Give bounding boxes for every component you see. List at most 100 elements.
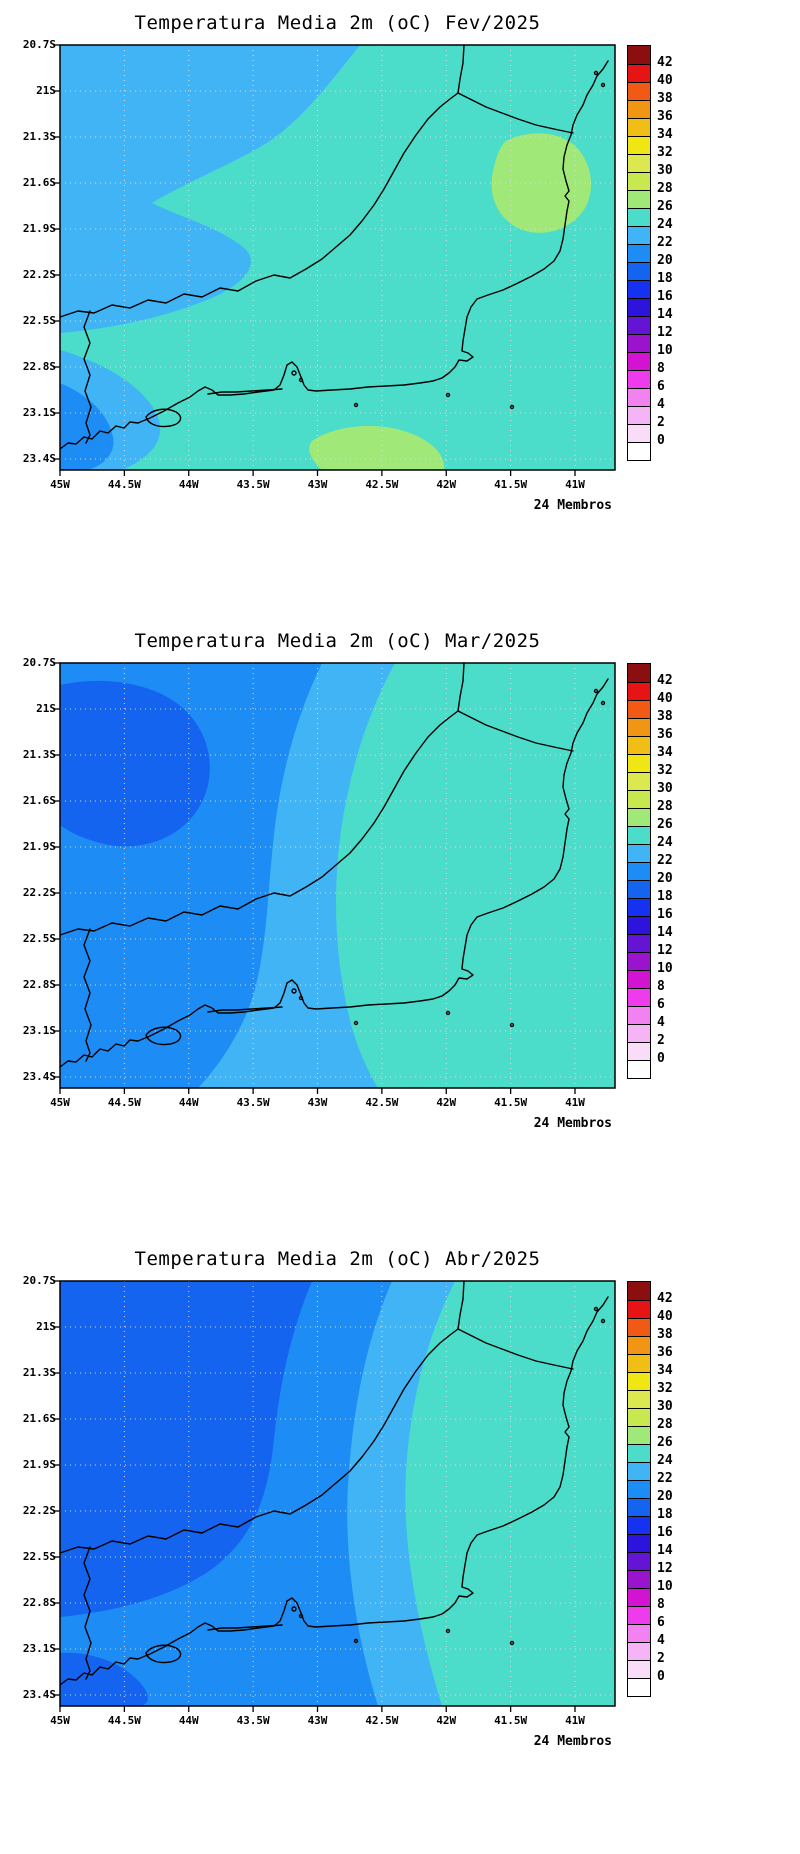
colorbar-tick-label: 32 [657,763,673,778]
colorbar-segment [628,262,650,280]
colorbar-tick-label: 12 [657,325,673,340]
small-island [298,377,304,383]
colorbar-tick-label: 24 [657,835,673,850]
lat-tick-label: 21S [36,702,56,715]
lat-tick-label: 21.9S [22,222,56,235]
panel-fev-2025: Temperatura Media 2m (oC) Fev/2025 24 Me… [0,0,800,618]
coastline-path [59,60,609,450]
colorbar-segment [628,100,650,118]
colorbar-segment [628,1006,650,1024]
lon-tick-label: 42.5W [365,478,399,491]
small-island [509,404,515,410]
lon-tick-label: 44.5W [107,1096,141,1109]
lat-tick-label: 23.1S [22,1642,56,1655]
colorbar-tick-label: 42 [657,1291,673,1306]
lat-tick-label: 23.4S [22,1070,56,1083]
colorbar-segment [628,172,650,190]
lat-tick-label: 21.3S [22,1366,56,1379]
colorbar [627,45,651,461]
colorbar-tick-label: 8 [657,979,665,994]
colorbar-segment [628,370,650,388]
small-island [445,1010,451,1016]
colorbar-segment [628,1426,650,1444]
small-island [291,988,297,994]
colorbar-segment [628,406,650,424]
colorbar-segment [628,988,650,1006]
colorbar-segment [628,1678,650,1696]
lat-tick-label: 20.7S [22,38,56,51]
colorbar-segment [628,736,650,754]
colorbar-tick-label: 4 [657,1015,665,1030]
colorbar-segment [628,1498,650,1516]
colorbar-segment [628,1462,650,1480]
small-island [509,1640,515,1646]
colorbar-tick-label: 22 [657,235,673,250]
colorbar-segment [628,1606,650,1624]
colorbar-tick-label: 24 [657,217,673,232]
colorbar-segment [628,1372,650,1390]
colorbar-segment [628,826,650,844]
lon-tick-label: 44W [178,1096,199,1109]
colorbar-segment [628,682,650,700]
colorbar-tick-label: 2 [657,415,665,430]
colorbar-segment [628,64,650,82]
colorbar-tick-label: 26 [657,817,673,832]
colorbar-segment [628,316,650,334]
state-border-path [83,928,92,1062]
lat-tick-label: 22.2S [22,268,56,281]
colorbar-tick-label: 36 [657,727,673,742]
state-border-path [83,1546,92,1680]
coastline-and-borders [59,1280,609,1686]
colorbar-tick-label: 22 [657,853,673,868]
colorbar-tick-label: 36 [657,1345,673,1360]
lon-tick-label: 43W [307,1714,328,1727]
lat-tick-label: 21.6S [22,1412,56,1425]
small-island [600,1318,606,1324]
colorbar-tick-label: 34 [657,745,673,760]
colorbar-tick-label: 6 [657,997,665,1012]
lon-tick-label: 43W [307,478,328,491]
colorbar-tick-label: 14 [657,1543,673,1558]
colorbar-tick-label: 18 [657,271,673,286]
lat-tick-label: 22.5S [22,1550,56,1563]
colorbar-segment [628,754,650,772]
state-border-path [457,662,465,712]
colorbar-tick-label: 24 [657,1453,673,1468]
colorbar-tick-label: 4 [657,1633,665,1648]
members-label: 24 Membros [533,1116,612,1131]
lon-tick-label: 42.5W [365,1714,399,1727]
map-frame [59,662,616,1089]
colorbar-segment [628,718,650,736]
lat-tick-label: 21.6S [22,794,56,807]
colorbar-tick-label: 10 [657,343,673,358]
colorbar-segment [628,1060,650,1078]
colorbar-tick-label: 32 [657,145,673,160]
lon-tick-label: 43W [307,1096,328,1109]
colorbar-segment [628,1570,650,1588]
colorbar-segment [628,136,650,154]
colorbar-segment [628,700,650,718]
panel-title-mar: Temperatura Media 2m (oC) Mar/2025 [134,630,541,652]
colorbar-tick-label: 6 [657,1615,665,1630]
colorbar-tick-label: 34 [657,1363,673,1378]
colorbar-segment [628,1318,650,1336]
colorbar-segment [628,952,650,970]
state-border-path [83,310,92,444]
region-18-20 [60,680,210,847]
small-island [291,370,297,376]
small-island [593,70,599,76]
colorbar-tick-label: 6 [657,379,665,394]
colorbar-segment [628,1516,650,1534]
colorbar-segment [628,1444,650,1462]
colorbar-segment [628,934,650,952]
colorbar-segment [628,862,650,880]
map-frame [59,44,616,471]
lon-tick-label: 41.5W [494,478,528,491]
colorbar-tick-label: 4 [657,397,665,412]
colorbar-segment [628,190,650,208]
colorbar-tick-label: 32 [657,1381,673,1396]
colorbar-tick-label: 26 [657,1435,673,1450]
colorbar-segment [628,664,650,682]
coastline-path [59,678,609,1068]
colorbar-tick-label: 18 [657,1507,673,1522]
